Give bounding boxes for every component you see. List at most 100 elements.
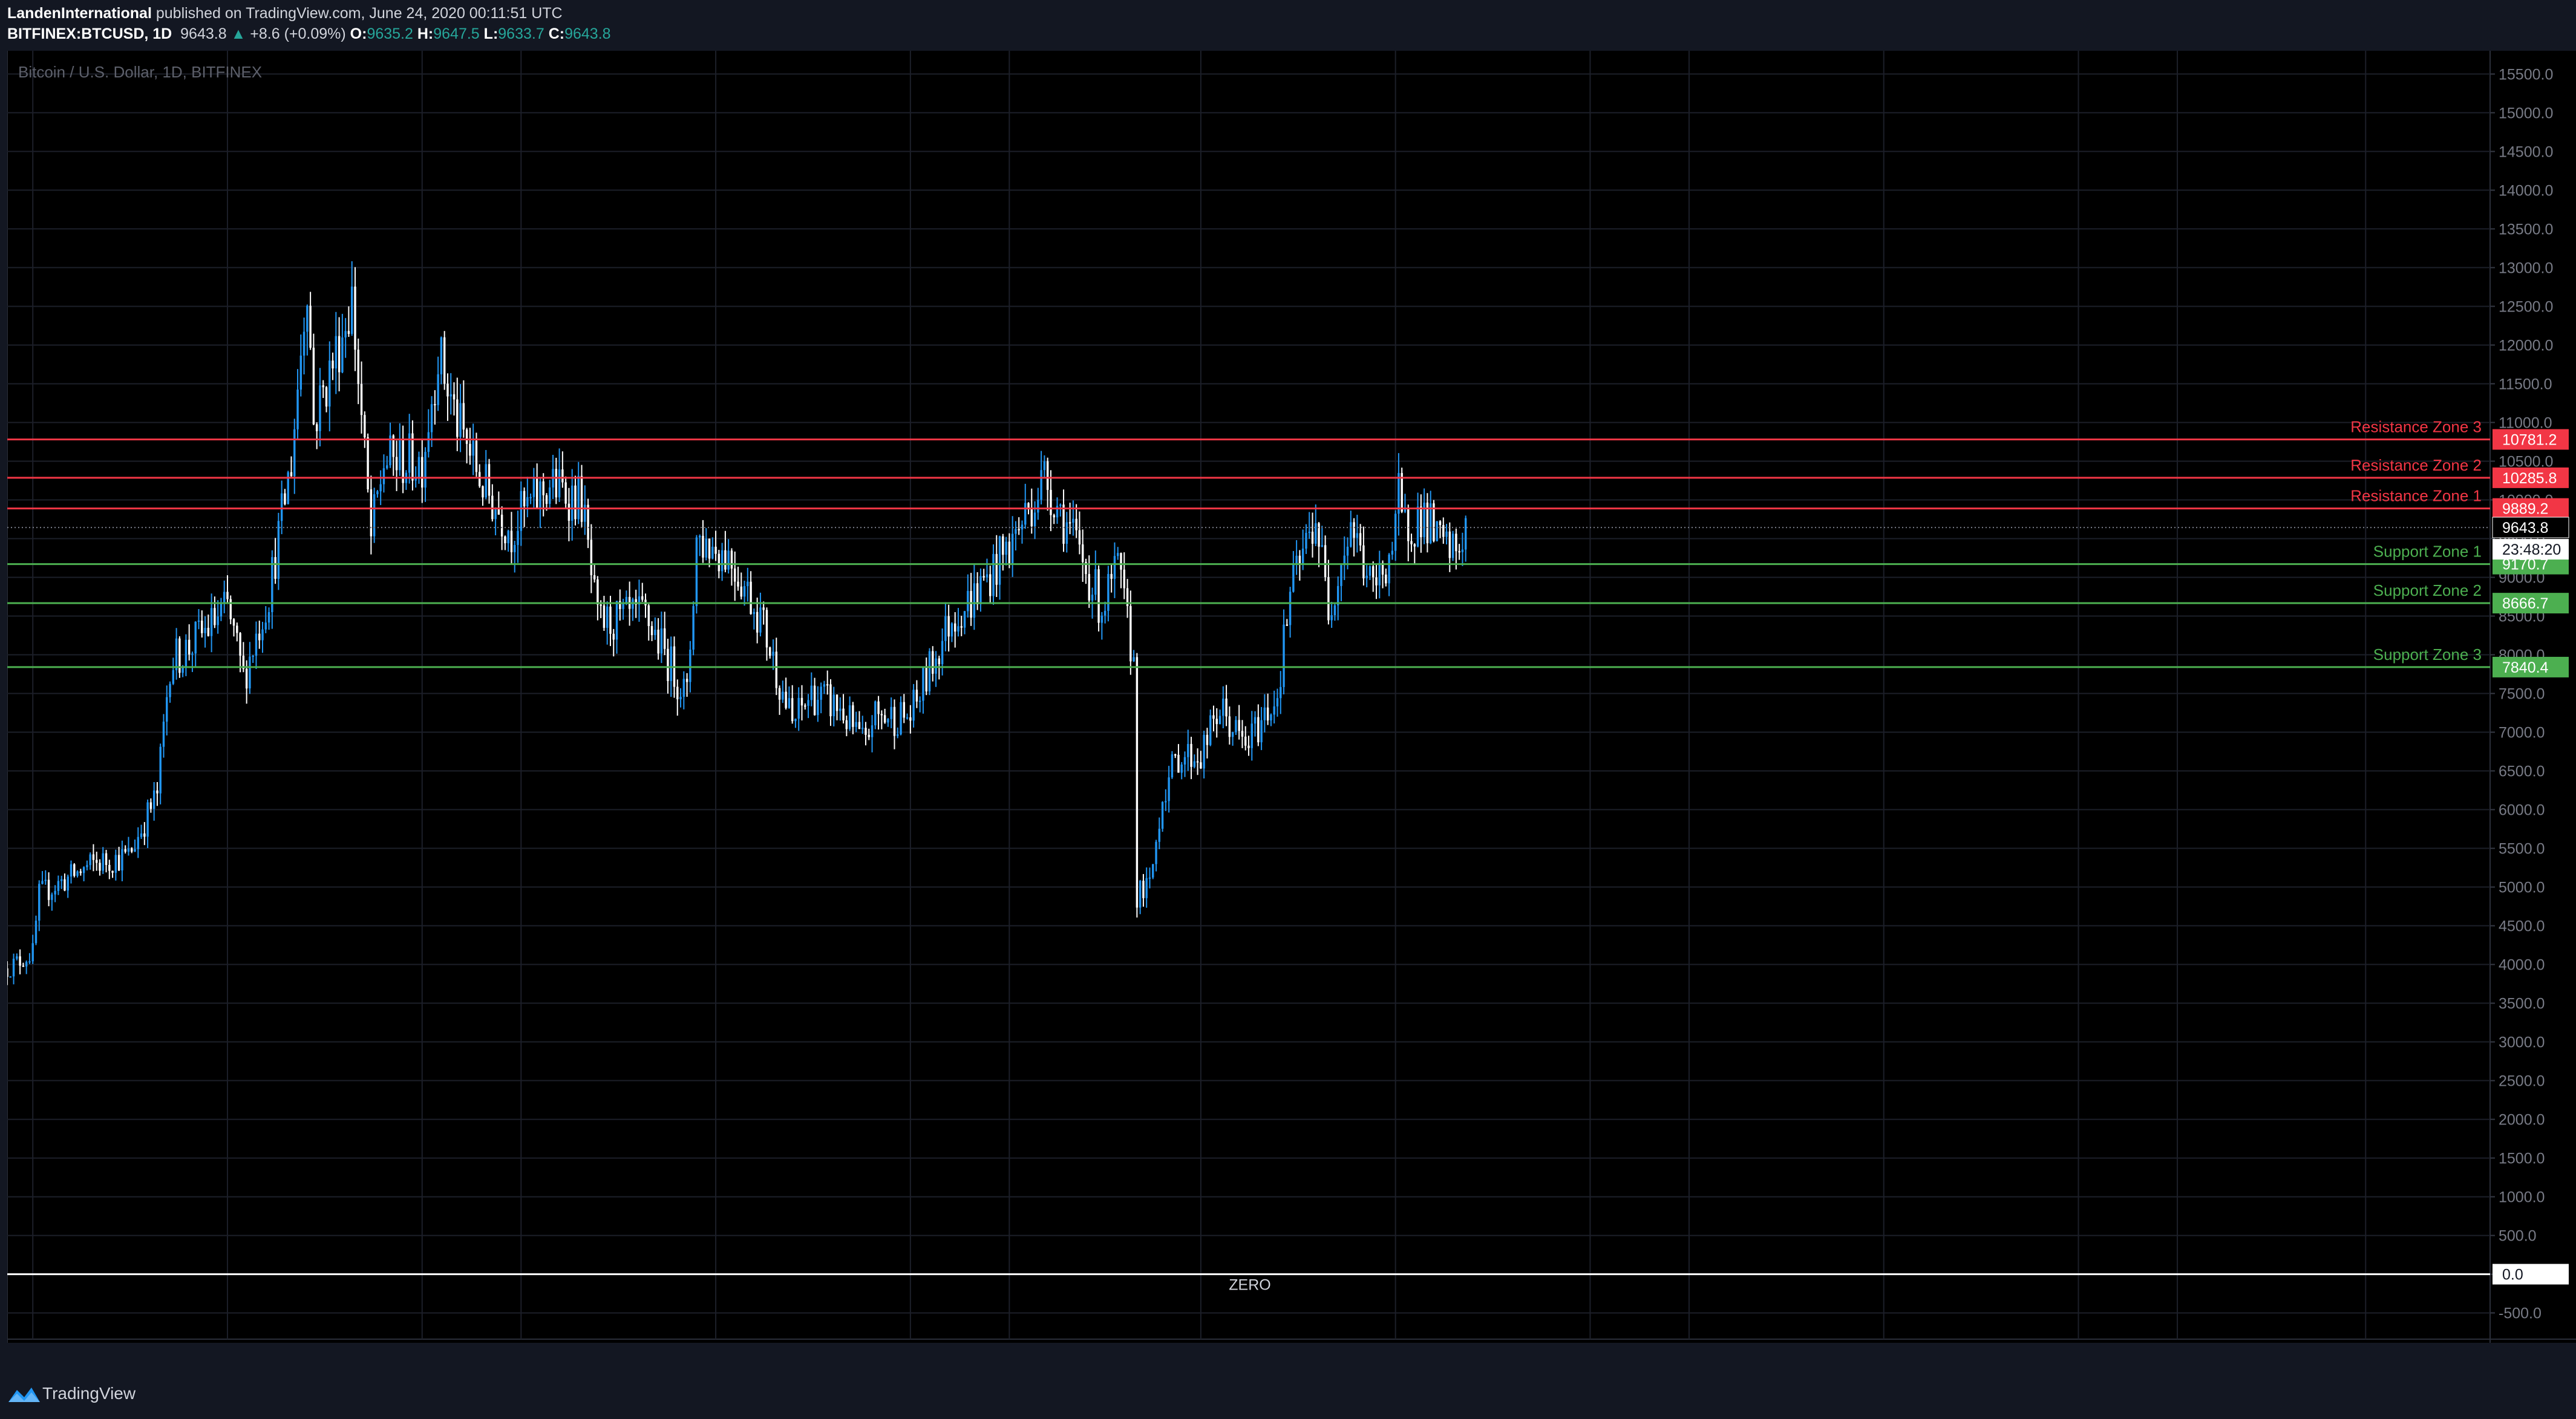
candle-body	[1030, 509, 1033, 527]
candle-body	[1193, 761, 1196, 767]
candle-body	[172, 670, 175, 684]
level-label: Resistance Zone 3	[2350, 417, 2482, 435]
y-tick-label: 15000.0	[2499, 105, 2553, 122]
candle-body	[1350, 522, 1352, 547]
candle-body	[1423, 502, 1425, 538]
candle-body	[1203, 734, 1205, 769]
candle-body	[724, 550, 727, 570]
candle-body	[229, 599, 232, 619]
candle-body	[430, 404, 433, 432]
candle-body	[267, 612, 270, 623]
candle-body	[360, 383, 363, 416]
candle-body	[296, 390, 299, 429]
candle-body	[1212, 715, 1215, 719]
y-tick-label: 6500.0	[2499, 763, 2545, 780]
candle-body	[261, 629, 264, 641]
candle-body	[357, 350, 359, 384]
candle-body	[1445, 531, 1448, 537]
candle-body	[989, 574, 992, 596]
candle-body	[705, 538, 707, 558]
candle-body	[597, 579, 599, 605]
candle-body	[647, 605, 650, 627]
candle-body	[1238, 720, 1240, 731]
candle-body	[1120, 553, 1122, 570]
candle-body	[325, 387, 328, 407]
candle-body	[197, 621, 200, 622]
candle-body	[539, 481, 541, 508]
candle-body	[462, 403, 465, 430]
candle-body	[1225, 698, 1228, 717]
candle-body	[284, 493, 286, 504]
candle-body	[938, 658, 941, 665]
candle-body	[727, 550, 730, 570]
candle-body	[1359, 533, 1362, 546]
candle-body	[555, 469, 558, 498]
candle-body	[1244, 736, 1247, 746]
candle-body	[903, 702, 906, 718]
price-axis-background[interactable]	[2490, 51, 2576, 1343]
candle-body	[1442, 525, 1445, 537]
candle-body	[1081, 544, 1084, 563]
candle-body	[392, 435, 394, 457]
candle-body	[350, 286, 353, 334]
publisher-name[interactable]: LandenInternational	[7, 5, 152, 22]
candle-body	[1033, 512, 1036, 527]
candle-body	[226, 592, 229, 599]
level-price-label: 10781.2	[2502, 431, 2557, 448]
tradingview-brand[interactable]: TradingView	[42, 1384, 136, 1403]
candle-body	[1231, 732, 1234, 737]
high-label: H:	[417, 25, 434, 42]
price-chart[interactable]: -500.0 0.0 500.0 1000.0 1500.0 2000.0 2500.0 30…	[7, 51, 2576, 1343]
y-tick-label: 15500.0	[2499, 66, 2553, 83]
candle-body	[865, 728, 867, 735]
candle-body	[1148, 877, 1151, 879]
candle-body	[1037, 500, 1039, 513]
candle-body	[1200, 762, 1202, 769]
candle-body	[57, 881, 60, 891]
candle-body	[791, 698, 794, 722]
chart-area[interactable]: -500.0 0.0 500.0 1000.0 1500.0 2000.0 2500.0 30…	[7, 51, 2576, 1343]
symbol-label[interactable]: BITFINEX:BTCUSD, 1D	[7, 25, 172, 42]
candle-body	[312, 347, 315, 425]
y-tick-label: 13500.0	[2499, 221, 2553, 238]
candle-body	[1362, 545, 1365, 579]
candle-body	[730, 550, 733, 569]
candle-body	[753, 612, 756, 615]
candle-body	[1318, 523, 1320, 547]
candle-body	[852, 705, 854, 727]
candle-body	[788, 698, 791, 708]
candle-body	[1043, 461, 1046, 471]
candle-body	[823, 684, 826, 687]
candle-body	[804, 705, 806, 707]
y-tick-label: 4000.0	[2499, 957, 2545, 974]
candle-body	[194, 621, 197, 654]
candle-body	[692, 605, 695, 650]
tradingview-logo-icon[interactable]	[7, 1384, 41, 1403]
level-label: Support Zone 3	[2373, 645, 2482, 664]
candle-body	[79, 871, 82, 873]
candle-body	[871, 725, 874, 737]
candle-body	[1018, 529, 1020, 530]
candle-body	[868, 734, 870, 737]
candle-body	[778, 688, 781, 700]
countdown-badge	[2493, 539, 2569, 560]
candle-body	[290, 472, 293, 477]
candle-body	[485, 464, 487, 498]
candle-body	[1027, 503, 1030, 510]
candle-body	[105, 853, 108, 865]
candle-body	[1011, 533, 1014, 564]
candle-body	[507, 530, 509, 544]
candle-body	[1107, 573, 1110, 611]
candle-body	[734, 568, 736, 582]
candle-body	[820, 687, 822, 700]
candle-body	[1168, 777, 1170, 801]
candle-body	[800, 697, 803, 706]
candle-body	[1218, 716, 1221, 725]
y-tick-label: 1500.0	[2499, 1150, 2545, 1167]
candle-body	[1050, 489, 1052, 515]
candle-body	[932, 651, 934, 674]
candle-body	[1046, 461, 1049, 490]
candle-body	[370, 489, 373, 537]
candle-body	[73, 864, 76, 876]
candle-body	[111, 870, 114, 873]
